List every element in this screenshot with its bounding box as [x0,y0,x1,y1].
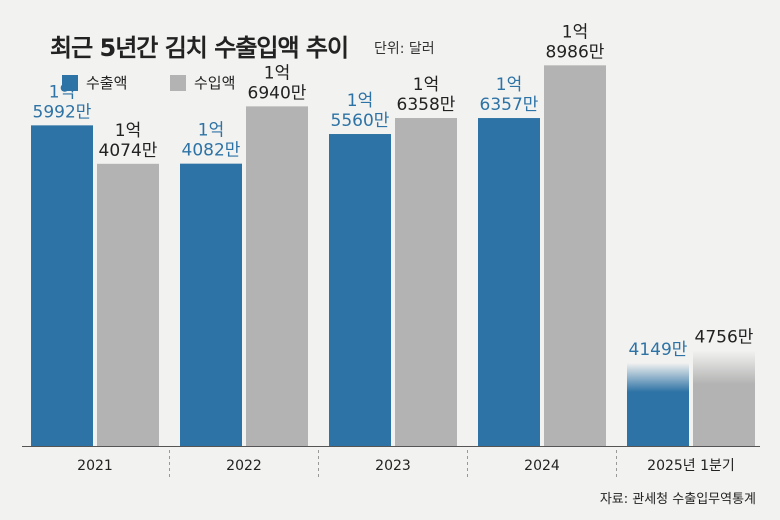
data-label-import-2-1: 6358만 [397,95,456,115]
x-tick-label-1: 2022 [226,458,262,474]
data-label-export-4-0: 4149만 [629,340,688,360]
bar-export-3 [478,118,540,447]
data-label-export-1-1: 4082만 [182,141,241,161]
data-label-import-3-0: 1억 [562,22,588,42]
bar-export-0 [31,125,93,446]
chart-title: 최근 5년간 김치 수출입액 추이 [50,34,349,62]
data-label-export-1-0: 1억 [198,121,224,141]
legend-item-import: 수입액 [170,72,235,93]
bar-export-1 [180,163,242,447]
bar-import-0 [97,163,159,447]
source-note: 자료: 관세청 수출입무역통계 [599,492,756,507]
bar-export-2 [329,134,391,446]
x-tick-label-0: 2021 [77,458,113,474]
data-label-import-0-1: 4074만 [99,141,158,161]
unit-label: 단위: 달러 [374,41,435,57]
x-tick-label-3: 2024 [524,458,560,474]
legend-label-import: 수입액 [194,74,236,92]
data-label-export-0-1: 5992만 [33,102,92,122]
data-label-import-1-1: 6940만 [248,83,307,103]
x-tick-label-2: 2023 [375,458,411,474]
data-label-import-4-0: 4756만 [695,328,754,348]
bar-import-1 [246,106,308,446]
data-label-import-3-1: 8986만 [546,42,605,62]
data-label-import-0-0: 1억 [115,121,141,141]
data-label-import-1-0: 1억 [264,63,290,83]
data-label-import-2-0: 1억 [413,75,439,95]
data-label-export-2-0: 1억 [347,91,373,111]
bar-import-2 [395,118,457,447]
bar-import-3 [544,65,606,447]
legend-label-export: 수출액 [86,74,128,92]
data-label-export-3-0: 1억 [496,75,522,95]
data-label-export-2-1: 5560만 [331,111,390,131]
x-tick-label-4: 2025년 1분기 [647,458,735,474]
bar-export-4 [627,362,689,446]
data-label-export-0-0: 1억 [49,82,75,102]
bar-import-4 [693,350,755,446]
legend-swatch-export [62,74,78,91]
data-label-export-3-1: 6357만 [480,95,539,115]
legend-swatch-import [170,74,186,91]
legend-item-export: 수출액 [62,72,127,93]
